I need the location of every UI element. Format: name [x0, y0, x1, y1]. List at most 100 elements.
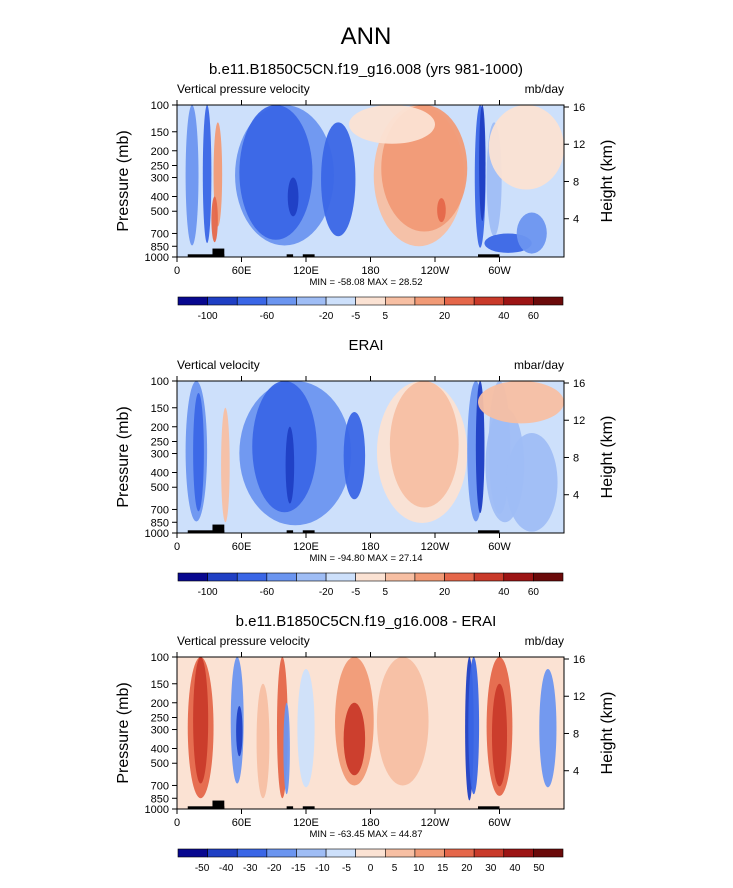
contour-region	[239, 105, 313, 240]
units-label: mbar/day	[514, 358, 564, 372]
x-tick-label: 120W	[421, 541, 450, 553]
y-tick-label: 200	[151, 698, 169, 710]
y-tick-label: 700	[151, 780, 169, 792]
contour-region	[389, 381, 459, 508]
contour-region	[252, 381, 317, 513]
colorbar-swatch	[385, 572, 416, 582]
height-tick-label: 4	[573, 214, 579, 226]
colorbar-label: -5	[351, 311, 360, 322]
colorbar-label: 40	[509, 863, 521, 874]
colorbar-label: 60	[528, 311, 540, 322]
left-label: Vertical velocity	[177, 358, 260, 372]
contour-region	[321, 122, 356, 237]
height-tick-label: 4	[573, 766, 579, 778]
y-tick-label: 1000	[145, 252, 169, 264]
topography-mask	[187, 806, 225, 809]
height-tick-label: 8	[573, 176, 579, 188]
topography-mask	[187, 530, 225, 533]
y-tick-label: 100	[151, 652, 169, 664]
contour-field	[177, 657, 564, 809]
colorbar-swatch	[355, 572, 386, 582]
y-tick-label: 700	[151, 228, 169, 240]
colorbar-swatch	[473, 848, 505, 858]
colorbar-swatch	[236, 572, 268, 582]
x-tick-label: 60E	[232, 265, 252, 277]
min-max-stats: MIN = -58.08 MAX = 28.52	[309, 277, 422, 288]
y-axis-title: Pressure (mb)	[115, 406, 132, 507]
height-tick-label: 12	[573, 691, 585, 703]
colorbar-swatch	[325, 296, 356, 306]
topography-mask	[478, 530, 500, 533]
panel-1: b.e11.B1850C5CN.f19_g16.008 (yrs 981-100…	[115, 61, 616, 322]
colorbar-swatch	[385, 848, 416, 858]
contour-region	[202, 105, 212, 244]
left-label: Vertical pressure velocity	[177, 634, 310, 648]
contour-region	[193, 657, 209, 784]
colorbar-label: 5	[392, 863, 398, 874]
topography-mask	[286, 530, 294, 533]
contour-field	[177, 105, 564, 257]
contour-region	[343, 412, 366, 500]
y-axis-title-right: Height (km)	[599, 692, 616, 775]
topography-mask	[302, 530, 315, 533]
colorbar-swatch	[355, 848, 386, 858]
contour-region	[287, 177, 299, 217]
y-tick-label: 500	[151, 482, 169, 494]
x-tick-label: 120E	[293, 541, 319, 553]
panel-title: ERAI	[348, 337, 383, 354]
contour-region	[488, 105, 564, 190]
contour-region	[468, 657, 480, 795]
colorbar-swatch	[177, 572, 208, 582]
contour-region	[475, 381, 485, 514]
colorbar-label: 50	[533, 863, 545, 874]
panel-title: b.e11.B1850C5CN.f19_g16.008 - ERAI	[236, 613, 497, 630]
topography-mask	[478, 806, 500, 809]
y-tick-label: 150	[151, 679, 169, 691]
y-tick-label: 850	[151, 517, 169, 529]
colorbar-swatch	[444, 572, 475, 582]
x-tick-label: 60E	[232, 817, 252, 829]
x-tick-label: 0	[174, 265, 180, 277]
height-tick-label: 4	[573, 490, 579, 502]
y-tick-label: 100	[151, 100, 169, 112]
colorbar-label: 5	[383, 311, 389, 322]
x-tick-label: 120E	[293, 265, 319, 277]
topography-mask	[212, 524, 225, 533]
height-tick-label: 12	[573, 139, 585, 151]
contour-field	[177, 381, 564, 533]
colorbar-label: -15	[291, 863, 306, 874]
y-tick-label: 200	[151, 422, 169, 434]
contour-region	[491, 683, 508, 787]
height-tick-label: 16	[573, 102, 585, 114]
colorbar-swatch	[533, 296, 564, 306]
contour-region	[376, 657, 429, 786]
contour-region	[193, 393, 204, 512]
contour-region	[349, 105, 435, 144]
colorbar-label: 60	[528, 587, 540, 598]
colorbar-swatch	[414, 848, 445, 858]
colorbar-label: -60	[260, 311, 275, 322]
y-tick-label: 200	[151, 146, 169, 158]
colorbar-swatch	[503, 848, 534, 858]
min-max-stats: MIN = -94.80 MAX = 27.14	[309, 553, 422, 564]
colorbar-swatch	[385, 296, 416, 306]
y-axis-title-right: Height (km)	[599, 140, 616, 223]
y-tick-label: 400	[151, 468, 169, 480]
x-tick-label: 180	[361, 541, 379, 553]
colorbar-label: -20	[319, 311, 334, 322]
contour-region	[297, 669, 315, 788]
colorbar-swatch	[473, 572, 505, 582]
colorbar-swatch	[266, 848, 297, 858]
colorbar-swatch	[266, 572, 297, 582]
colorbar-label: -50	[195, 863, 210, 874]
y-tick-label: 250	[151, 436, 169, 448]
contour-region	[283, 702, 290, 795]
x-tick-label: 180	[361, 265, 379, 277]
colorbar-swatch	[177, 296, 208, 306]
contour-region	[211, 196, 218, 243]
y-tick-label: 500	[151, 206, 169, 218]
colorbar-swatch	[236, 296, 268, 306]
contour-region	[437, 198, 446, 223]
colorbar-swatch	[325, 572, 356, 582]
colorbar-swatch	[503, 296, 534, 306]
